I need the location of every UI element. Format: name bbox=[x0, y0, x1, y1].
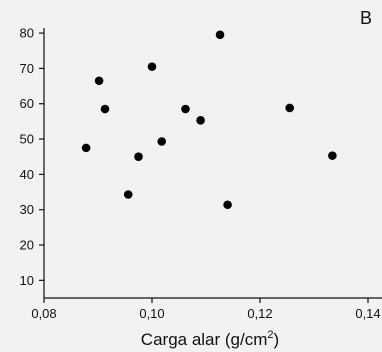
x-axis-title: Carga alar (g/cm2) bbox=[141, 329, 279, 349]
y-tick-label: 10 bbox=[20, 273, 34, 288]
data-point bbox=[181, 104, 190, 114]
data-point bbox=[328, 151, 337, 160]
x-tick-label: 0,10 bbox=[139, 306, 164, 321]
data-point bbox=[147, 62, 157, 71]
x-axis-title-end: ) bbox=[274, 330, 280, 349]
panel-label: B bbox=[360, 8, 372, 28]
data-points bbox=[81, 30, 337, 210]
x-tick-label: 0,08 bbox=[31, 306, 56, 321]
data-point bbox=[123, 190, 133, 199]
ticks: 10 20 30 40 50 60 70 80 0,08 0,10 0,12 0,14 bbox=[20, 26, 381, 321]
x-tick-label: 0,12 bbox=[247, 306, 272, 321]
axes bbox=[43, 28, 382, 299]
data-point bbox=[196, 116, 205, 125]
x-tick-label: 0,14 bbox=[355, 306, 380, 321]
y-tick-label: 20 bbox=[20, 238, 34, 253]
data-point bbox=[285, 103, 295, 113]
data-point bbox=[223, 200, 232, 210]
data-point bbox=[94, 76, 104, 86]
y-tick-label: 50 bbox=[20, 132, 34, 147]
x-axis-title-main: Carga alar (g/cm bbox=[141, 330, 268, 349]
data-point bbox=[157, 137, 167, 146]
data-point bbox=[100, 104, 110, 114]
x-axis-title-superscript: 2 bbox=[267, 329, 273, 341]
data-point bbox=[134, 152, 143, 162]
y-tick-label: 60 bbox=[20, 96, 34, 111]
y-tick-label: 70 bbox=[20, 61, 34, 76]
y-tick-label: 80 bbox=[20, 26, 34, 41]
data-point bbox=[81, 143, 91, 153]
y-tick-label: 40 bbox=[20, 167, 34, 182]
data-point bbox=[215, 30, 225, 40]
y-tick-label: 30 bbox=[20, 202, 34, 217]
